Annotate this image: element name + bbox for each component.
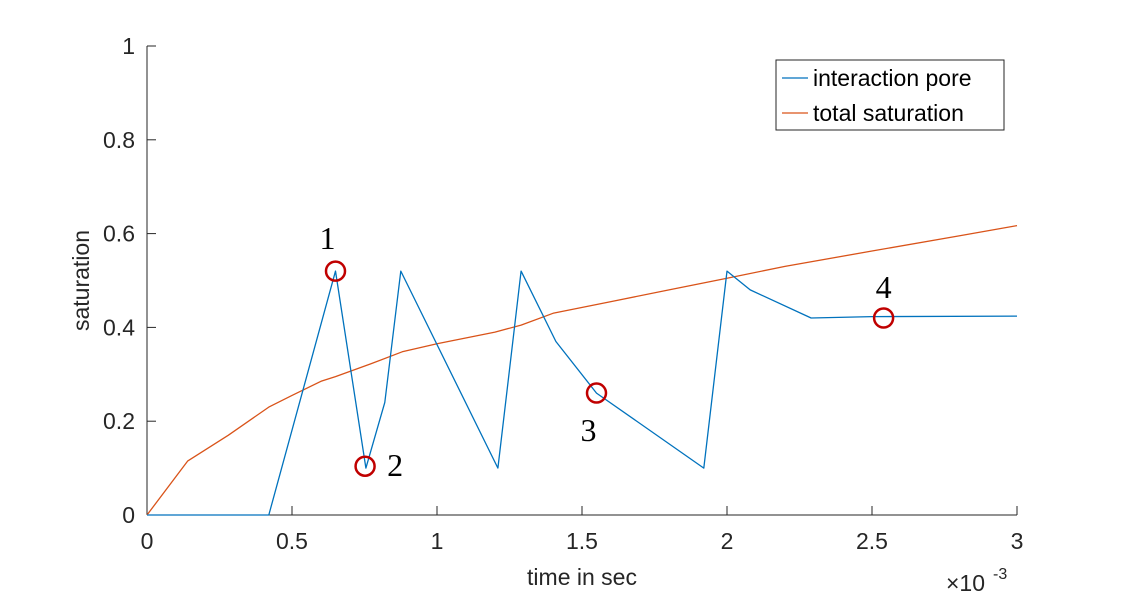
annotation-label-3: 3: [581, 412, 597, 448]
annotation-circle-3: [585, 382, 608, 404]
y-tick-label: 0.2: [103, 408, 135, 434]
series-line-interaction-pore: [147, 270, 1018, 516]
x-exponent-power: -3: [993, 566, 1007, 583]
y-axis-label: saturation: [68, 230, 94, 331]
series-line-total-saturation: [146, 224, 1018, 516]
x-tick-label: 1.5: [566, 528, 598, 554]
annotation-label-1: 1: [320, 220, 336, 256]
annotations: 1 2 3 4: [320, 220, 895, 483]
y-tick-label: 0.8: [103, 127, 135, 153]
annotation-circle-2: [354, 455, 376, 477]
y-tick-label: 1: [122, 33, 135, 59]
annotation-label-4: 4: [876, 269, 892, 305]
y-ticks: 0 0.2 0.4 0.6 0.8 1: [103, 33, 156, 528]
y-tick-label: 0: [122, 502, 135, 528]
x-tick-label: 2: [721, 528, 734, 554]
x-exponent-base: ×10: [946, 570, 985, 596]
y-tick-label: 0.4: [103, 314, 135, 340]
legend-box: [775, 59, 1005, 131]
x-tick-label: 1: [431, 528, 444, 554]
x-tick-label: 2.5: [856, 528, 888, 554]
x-ticks: 0 0.5 1 1.5 2 2.5 3: [141, 506, 1024, 554]
x-axis-exponent: ×10 -3: [946, 566, 1007, 596]
x-axis-label: time in sec: [527, 564, 637, 590]
x-tick-label: 0: [141, 528, 154, 554]
y-tick-label: 0.6: [103, 221, 135, 247]
annotation-label-2: 2: [387, 447, 403, 483]
annotation-circle-4: [872, 307, 895, 329]
legend-label-interaction-pore: interaction pore: [813, 65, 972, 91]
series: [146, 224, 1018, 516]
x-tick-label: 3: [1011, 528, 1024, 554]
legend: interaction pore total saturation: [775, 59, 1005, 131]
legend-label-total-saturation: total saturation: [813, 100, 964, 126]
annotation-circle-1: [324, 260, 347, 282]
x-tick-label: 0.5: [276, 528, 308, 554]
